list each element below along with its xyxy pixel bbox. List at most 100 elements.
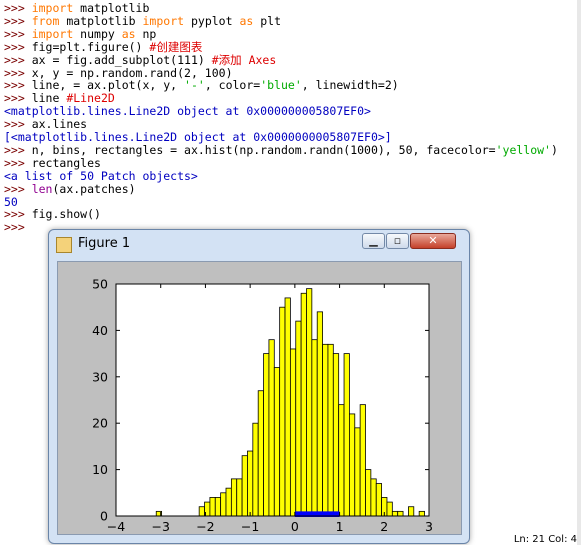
- console-text: >>>: [4, 39, 32, 54]
- console-text: len: [31, 181, 53, 196]
- histogram-bar: [343, 353, 350, 517]
- x-tick-label: −3: [151, 519, 169, 534]
- histogram-bar: [311, 339, 318, 517]
- histogram-bar: [284, 297, 291, 517]
- close-button[interactable]: ✕: [410, 233, 456, 249]
- console-text: ax = fig.add_subplot(111): [31, 52, 212, 67]
- histogram-bar: [247, 450, 254, 517]
- histogram-bar: [257, 390, 264, 517]
- console-text: >>>: [4, 65, 32, 80]
- console-text: >>>: [4, 1, 32, 15]
- histogram-bar: [279, 306, 286, 517]
- x-tick-label: −1: [241, 519, 259, 534]
- histogram-bar: [198, 506, 205, 517]
- console-text: matplotlib: [73, 1, 150, 15]
- console-line: >>> import numpy as np: [4, 26, 157, 41]
- console-text: >>>: [4, 181, 32, 196]
- histogram-bar: [386, 501, 393, 517]
- console-text: >>>: [4, 26, 32, 41]
- figure-window[interactable]: Figure 1 ▁ ▫ ✕ −4 −3 −2 −1 0 1 2 3 0 10 20 30 40 50: [48, 229, 470, 544]
- console-text: >>>: [4, 220, 32, 235]
- histogram-bar: [370, 478, 377, 517]
- histogram-bar: [214, 497, 222, 517]
- console-text: from: [31, 13, 60, 28]
- console-text: line: [31, 91, 67, 106]
- console-text: >>>: [4, 207, 32, 222]
- histogram-bar: [252, 422, 259, 517]
- console-line: >>> line, = ax.plot(x, y, '-', color='bl…: [4, 79, 399, 92]
- histogram-bar: [241, 455, 248, 517]
- console-text: #创建图表: [149, 39, 203, 54]
- console-text: matplotlib: [59, 13, 143, 28]
- maximize-button[interactable]: ▫: [386, 233, 409, 249]
- y-tick-label: 20: [92, 416, 108, 431]
- console-line: >>> n, bins, rectangles = ax.hist(np.ran…: [4, 142, 558, 157]
- vertical-scrollbar[interactable]: [577, 0, 581, 545]
- console-line: >>> x, y = np.random.rand(2, 100): [4, 65, 233, 80]
- histogram-bar: [375, 483, 383, 517]
- histogram-bar: [236, 478, 243, 517]
- figure-title: Figure 1: [78, 236, 131, 251]
- console-line: <a list of 50 Patch objects>: [4, 168, 198, 183]
- histogram-bar: [209, 497, 216, 517]
- console-text: line, = ax.plot(x, y,: [31, 78, 185, 93]
- console-text: fig.show(): [31, 207, 101, 222]
- console-text: , color=: [204, 78, 261, 93]
- console-text: >>>: [4, 155, 32, 170]
- histogram-bar: [391, 510, 399, 517]
- close-icon: ✕: [428, 234, 438, 247]
- status-bar: Ln: 21 Col: 4: [513, 534, 577, 545]
- histogram-bar: [300, 292, 307, 517]
- console-text: >>>: [4, 52, 32, 67]
- histogram-bar: [397, 510, 404, 517]
- console-text: 'blue': [260, 78, 302, 93]
- console-text: <a list of 50 Patch objects>: [4, 168, 198, 183]
- console-text: np: [135, 26, 157, 41]
- y-tick-label: 50: [92, 277, 108, 292]
- console-text: n, bins, rectangles = ax.hist(np.random.…: [31, 142, 496, 157]
- console-text: import: [31, 26, 74, 41]
- console-line: [<matplotlib.lines.Line2D object at 0x00…: [4, 131, 392, 144]
- y-tick-label: 40: [92, 323, 108, 338]
- histogram-bar: [418, 510, 425, 517]
- histogram-bar: [316, 311, 323, 517]
- x-tick-label: 0: [291, 519, 299, 534]
- console-line: >>> import matplotlib: [4, 2, 149, 15]
- console-text: 'yellow': [495, 142, 551, 157]
- console-text: >>>: [4, 13, 32, 28]
- console-text: #Line2D: [66, 91, 115, 106]
- histogram-bar: [268, 339, 275, 517]
- console-text: >>>: [4, 117, 32, 132]
- histogram-bar: [289, 348, 297, 517]
- console-text: pyplot: [184, 13, 240, 28]
- plot-frame: [115, 283, 430, 517]
- maximize-icon: ▫: [393, 234, 402, 247]
- y-tick-label: 0: [100, 509, 108, 524]
- console-line: >>> line #Line2D: [4, 92, 115, 105]
- console-text: plt: [253, 13, 281, 28]
- console-text: import: [31, 1, 74, 15]
- console-text: , linewidth=2): [301, 78, 399, 93]
- console-text: >>>: [4, 78, 32, 93]
- minimize-icon: ▁: [369, 234, 378, 247]
- histogram-bar: [220, 492, 227, 517]
- x-tick-label: −2: [196, 519, 214, 534]
- console-line: >>> fig.show(): [4, 208, 101, 221]
- console-line: >>> ax.lines: [4, 118, 87, 131]
- console-text: [<matplotlib.lines.Line2D object at 0x00…: [4, 130, 392, 144]
- console-text: '-': [184, 78, 205, 93]
- histogram-bar: [230, 478, 238, 517]
- console-text: >>>: [4, 91, 32, 106]
- histogram-bar: [332, 353, 340, 517]
- console-text: (ax.patches): [52, 181, 136, 196]
- console-text: 50: [4, 194, 18, 209]
- histogram-bar: [359, 404, 366, 517]
- histogram-bar: [365, 469, 372, 517]
- console-text: as: [121, 26, 136, 41]
- histogram-bar: [273, 367, 281, 517]
- minimize-button[interactable]: ▁: [362, 233, 385, 249]
- histogram-bar: [349, 413, 356, 517]
- figure-titlebar[interactable]: Figure 1 ▁ ▫ ✕: [49, 230, 469, 258]
- x-tick-label: 2: [380, 519, 388, 534]
- console-line: >>>: [4, 221, 32, 234]
